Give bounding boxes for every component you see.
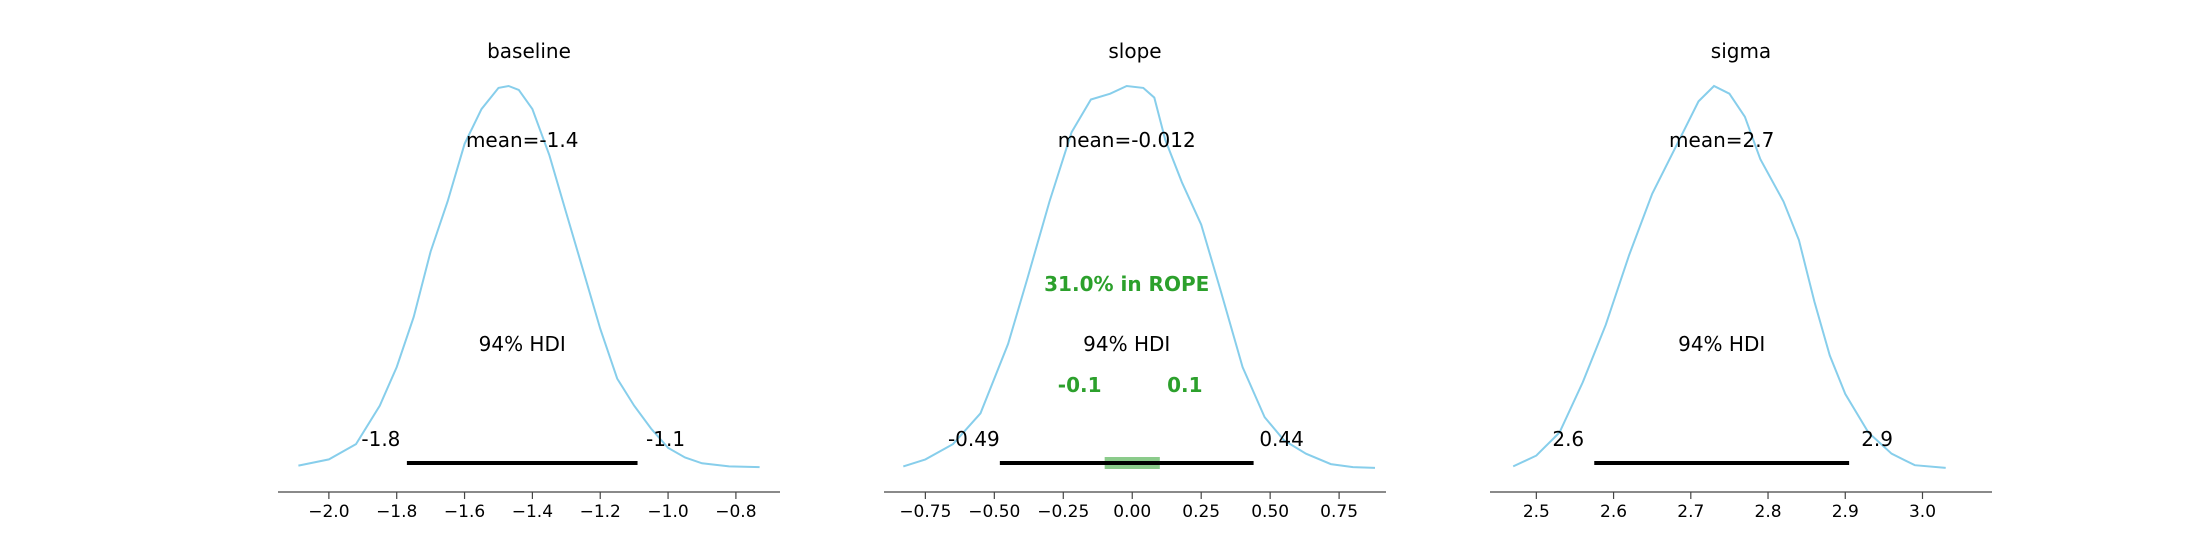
x-tick-label: 0.25	[1182, 502, 1220, 522]
hdi-label: 94% HDI	[479, 332, 566, 356]
hdi-label: 94% HDI	[1678, 332, 1765, 356]
x-tick-label: −0.50	[968, 502, 1020, 522]
x-tick-label: −1.8	[376, 502, 417, 522]
hdi-high-label: 0.44	[1259, 427, 1304, 451]
density-curve	[1512, 84, 1946, 469]
density-curve	[902, 84, 1376, 469]
x-tick-label: 0.75	[1320, 502, 1358, 522]
mean-label: mean=-1.4	[466, 128, 579, 152]
x-tick-label: 2.8	[1755, 502, 1782, 522]
mean-label: mean=2.7	[1669, 128, 1774, 152]
x-tick-label: −0.8	[715, 502, 756, 522]
x-tick-label: 3.0	[1909, 502, 1936, 522]
x-tick-label: 2.6	[1600, 502, 1627, 522]
panel-baseline: baseline −2.0 −1.8 −1.6 −1.4 −1.2 −1.0 −0.8 -1.8…	[278, 39, 780, 522]
hdi-low-label: -1.8	[361, 427, 400, 451]
x-tick-label: −0.25	[1037, 502, 1089, 522]
rope-low-label: -0.1	[1058, 373, 1102, 397]
panel-title: sigma	[1711, 39, 1771, 63]
x-tick-label: −1.4	[512, 502, 553, 522]
panel-title: slope	[1108, 39, 1161, 63]
rope-high-label: 0.1	[1167, 373, 1202, 397]
panel-slope: slope −0.75 −0.50 −0.25 0.00 0.25 0.50 0.75 -0.4…	[884, 39, 1386, 522]
x-tick-label: −2.0	[308, 502, 349, 522]
hdi-high-label: -1.1	[646, 427, 685, 451]
x-tick-label: −1.6	[444, 502, 485, 522]
x-tick-label: −1.0	[647, 502, 688, 522]
x-tick-label: −0.75	[899, 502, 951, 522]
density-curve	[298, 84, 760, 469]
hdi-high-label: 2.9	[1861, 427, 1893, 451]
mean-label: mean=-0.012	[1058, 128, 1196, 152]
panel-sigma: sigma 2.5 2.6 2.7 2.8 2.9 3.0 2.6 2.9 mean=2.7 94%…	[1490, 39, 1992, 522]
panel-title: baseline	[487, 39, 571, 63]
hdi-low-label: -0.49	[948, 427, 1000, 451]
x-tick-label: −1.2	[580, 502, 621, 522]
rope-percent-label: 31.0% in ROPE	[1044, 272, 1209, 296]
x-tick-label: 0.00	[1113, 502, 1151, 522]
hdi-low-label: 2.6	[1552, 427, 1584, 451]
x-tick-label: 2.9	[1832, 502, 1859, 522]
x-tick-label: 2.7	[1677, 502, 1704, 522]
x-tick-label: 0.50	[1251, 502, 1289, 522]
hdi-label: 94% HDI	[1083, 332, 1170, 356]
x-tick-label: 2.5	[1523, 502, 1550, 522]
